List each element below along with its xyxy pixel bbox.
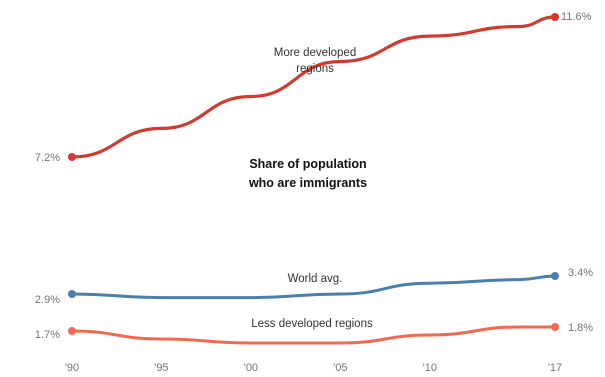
series-line-world-avg (70, 274, 557, 300)
end-label-world-avg: 3.4% (568, 267, 593, 279)
series-point-world-avg-start (68, 290, 76, 298)
chart-title-line-1: Share of population (249, 157, 366, 171)
x-axis-ticks: '90 '95 '00 '05 '10 '17 (65, 362, 562, 374)
x-tick-label: '90 (65, 362, 79, 374)
start-label-world-avg: 2.9% (35, 294, 60, 306)
x-tick-label: '95 (154, 362, 168, 374)
series-point-more-developed-end (551, 13, 559, 21)
series-line-more-developed (70, 15, 557, 159)
chart-title-line-2: who are immigrants (248, 176, 367, 190)
series-point-less-developed-start (68, 327, 76, 335)
series-label-world-avg: World avg. (288, 273, 343, 285)
x-tick-label: '05 (333, 362, 347, 374)
chart-labels: Share of population who are immigrants M… (35, 11, 593, 341)
series-point-less-developed-end (551, 323, 559, 331)
start-label-less-developed: 1.7% (35, 329, 60, 341)
x-tick-label: '17 (548, 362, 562, 374)
x-tick-label: '10 (423, 362, 437, 374)
series-label-less-developed: Less developed regions (251, 318, 373, 330)
series-point-more-developed-start (68, 153, 76, 161)
series-label-more-developed-line-1: More developed (274, 47, 356, 59)
end-label-more-developed: 11.6% (561, 11, 592, 23)
series-point-world-avg-end (551, 272, 559, 280)
series-line-less-developed (70, 325, 557, 345)
series-label-more-developed-line-2: regions (296, 63, 334, 75)
start-label-more-developed: 7.2% (35, 152, 60, 164)
series-lines (68, 13, 559, 345)
end-label-less-developed: 1.8% (568, 322, 593, 334)
x-tick-label: '00 (244, 362, 258, 374)
